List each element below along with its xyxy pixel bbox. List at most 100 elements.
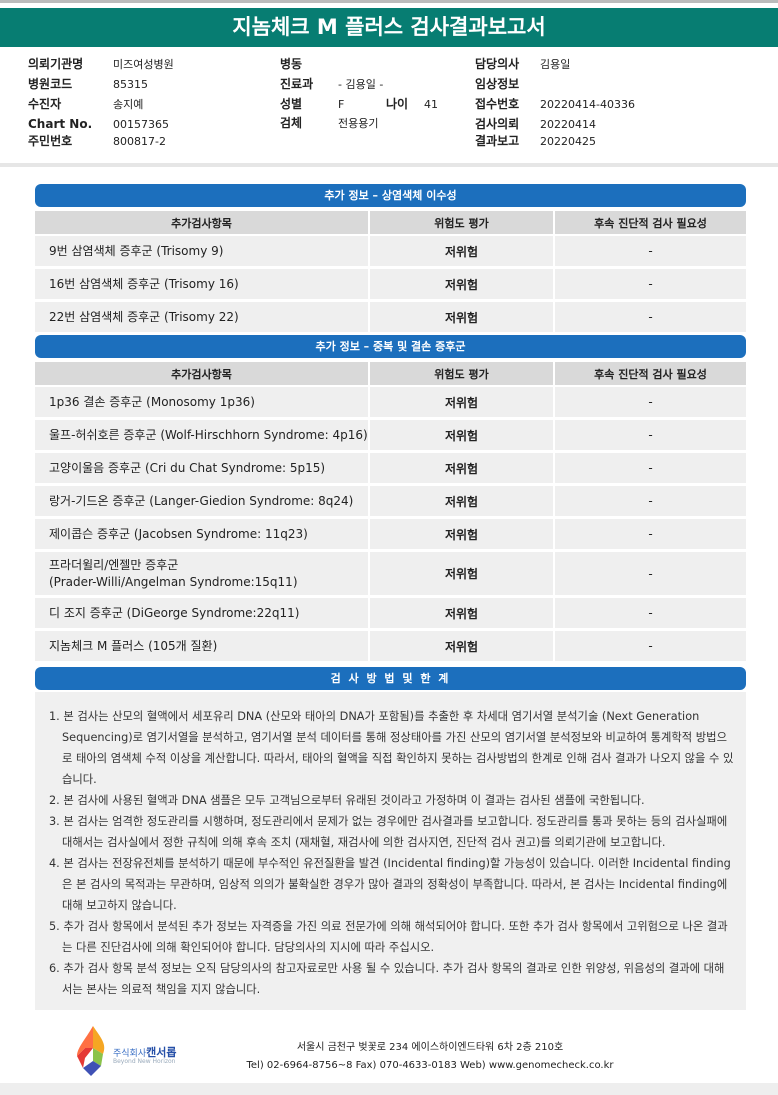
info-label: 병동: [280, 57, 303, 71]
info-value: 김용일: [540, 58, 571, 71]
bottom-bar: [0, 1083, 778, 1095]
column-header-item: 추가검사항목: [35, 211, 368, 234]
cell-item: 9번 삼염색체 증후군 (Trisomy 9): [35, 236, 368, 266]
info-label: 주민번호: [28, 134, 73, 148]
table-row: 프라더윌리/엔젤만 증후군 (Prader-Willi/Angelman Syn…: [35, 552, 746, 595]
info-value: 85315: [113, 78, 148, 91]
cell-followup: -: [555, 236, 746, 266]
info-label: 수진자: [28, 97, 62, 111]
info-label: 담당의사: [475, 57, 520, 71]
company-address: 서울시 금천구 벚꽃로 234 에이스하이엔드타워 6차 2층 210호: [296, 1042, 564, 1053]
info-field: 수진자 송지예: [28, 95, 143, 114]
info-label: 임상정보: [475, 77, 520, 91]
cell-risk: 저위험: [370, 552, 553, 595]
column-header-risk: 위험도 평가: [370, 211, 553, 234]
cell-item: 프라더윌리/엔젤만 증후군 (Prader-Willi/Angelman Syn…: [35, 552, 368, 595]
section-deletion-header: 추가 정보 – 중복 및 결손 증후군: [35, 335, 746, 358]
table-row: 16번 삼염색체 증후군 (Trisomy 16) 저위험 -: [35, 269, 746, 299]
method-item: 6. 추가 검사 항목 분석 정보는 오직 담당의사의 참고자료로만 사용 될 …: [49, 962, 725, 996]
methods-text: 1. 본 검사는 산모의 혈액에서 세포유리 DNA (산모와 태아의 DNA가…: [35, 692, 746, 1010]
company-name: 주식회사캔서롭: [113, 1044, 177, 1060]
section-methods-header: 검 사 방 법 및 한 계: [35, 667, 746, 690]
info-label: 결과보고: [475, 134, 520, 148]
column-header-followup: 후속 진단적 검사 필요성: [555, 211, 746, 234]
cell-followup: -: [555, 453, 746, 483]
table-header: 추가검사항목 위험도 평가 후속 진단적 검사 필요성: [35, 362, 746, 385]
info-field: 접수번호 20220414-40336: [475, 95, 635, 114]
cell-item: 22번 삼염색체 증후군 (Trisomy 22): [35, 302, 368, 332]
info-label: 검사의뢰: [475, 117, 520, 131]
method-item: 3. 본 검사는 엄격한 정도관리를 시행하며, 정도관리에서 문제가 없는 경…: [49, 815, 728, 849]
cell-risk: 저위험: [370, 486, 553, 516]
report-title: 지놈체크 M 플러스 검사결과보고서: [0, 8, 778, 47]
info-value: 전용용기: [338, 117, 379, 130]
info-field: 나이 41: [386, 95, 438, 114]
table-row: 디 조지 증후군 (DiGeorge Syndrome:22q11) 저위험 -: [35, 598, 746, 628]
info-label: 의뢰기관명: [28, 57, 84, 71]
info-field: 담당의사 김용일: [475, 55, 570, 74]
info-label: 병원코드: [28, 77, 73, 91]
cell-risk: 저위험: [370, 269, 553, 299]
info-field: 주민번호 800817-2: [28, 132, 166, 151]
cell-item: 울프-허쉬호른 증후군 (Wolf-Hirschhorn Syndrome: 4…: [35, 420, 368, 450]
cell-followup: -: [555, 420, 746, 450]
cell-risk: 저위험: [370, 420, 553, 450]
info-field: 의뢰기관명 미즈여성병원: [28, 55, 174, 74]
method-item: 5. 추가 검사 항목에서 분석된 추가 정보는 자격증을 가진 의료 전문가에…: [49, 920, 728, 954]
cell-item: 제이콥슨 증후군 (Jacobsen Syndrome: 11q23): [35, 519, 368, 549]
info-field: 검사의뢰 20220414: [475, 115, 596, 134]
table-row: 지놈체크 M 플러스 (105개 질환) 저위험 -: [35, 631, 746, 661]
separator: [0, 163, 778, 167]
info-value: 41: [424, 98, 438, 111]
cell-risk: 저위험: [370, 453, 553, 483]
info-field: Chart No. 00157365: [28, 115, 169, 134]
info-value: 20220425: [540, 135, 596, 148]
table-row: 제이콥슨 증후군 (Jacobsen Syndrome: 11q23) 저위험 -: [35, 519, 746, 549]
info-label: 검체: [280, 116, 303, 130]
table-row: 1p36 결손 증후군 (Monosomy 1p36) 저위험 -: [35, 387, 746, 417]
cell-item: 고양이울음 증후군 (Cri du Chat Syndrome: 5p15): [35, 453, 368, 483]
info-value: 00157365: [113, 118, 169, 131]
table-row: 랑거-기드온 증후군 (Langer-Giedion Syndrome: 8q2…: [35, 486, 746, 516]
info-field: 진료과 - 김용일 -: [280, 75, 383, 94]
column-header-followup: 후속 진단적 검사 필요성: [555, 362, 746, 385]
method-item: 2. 본 검사에 사용된 혈액과 DNA 샘플은 모두 고객님으로부터 유래된 …: [49, 794, 645, 807]
cell-followup: -: [555, 552, 746, 595]
table-row: 울프-허쉬호른 증후군 (Wolf-Hirschhorn Syndrome: 4…: [35, 420, 746, 450]
info-value: 800817-2: [113, 135, 166, 148]
cell-risk: 저위험: [370, 302, 553, 332]
info-field: 결과보고 20220425: [475, 132, 596, 151]
info-field: 임상정보: [475, 75, 540, 94]
cell-item: 랑거-기드온 증후군 (Langer-Giedion Syndrome: 8q2…: [35, 486, 368, 516]
cell-followup: -: [555, 598, 746, 628]
method-item: 4. 본 검사는 전장유전체를 분석하기 때문에 부수적인 유전질환을 발견 (…: [49, 857, 731, 912]
info-label: 접수번호: [475, 97, 520, 111]
column-header-risk: 위험도 평가: [370, 362, 553, 385]
cell-followup: -: [555, 302, 746, 332]
cell-followup: -: [555, 387, 746, 417]
company-slogan: Beyond New Horizon: [113, 1058, 176, 1065]
table-row: 9번 삼염색체 증후군 (Trisomy 9) 저위험 -: [35, 236, 746, 266]
cell-item: 지놈체크 M 플러스 (105개 질환): [35, 631, 368, 661]
cell-risk: 저위험: [370, 236, 553, 266]
table-header: 추가검사항목 위험도 평가 후속 진단적 검사 필요성: [35, 211, 746, 234]
cell-risk: 저위험: [370, 631, 553, 661]
info-field: 검체 전용용기: [280, 114, 378, 133]
cell-followup: -: [555, 269, 746, 299]
table-row: 22번 삼염색체 증후군 (Trisomy 22) 저위험 -: [35, 302, 746, 332]
info-label: 성별: [280, 97, 303, 111]
cell-risk: 저위험: [370, 598, 553, 628]
cell-risk: 저위험: [370, 519, 553, 549]
info-value: 미즈여성병원: [113, 58, 174, 71]
info-field: 성별 F: [280, 95, 344, 114]
company-logo-icon: [77, 1026, 105, 1076]
cell-followup: -: [555, 519, 746, 549]
info-label: 나이: [386, 97, 409, 111]
cell-risk: 저위험: [370, 387, 553, 417]
cell-followup: -: [555, 631, 746, 661]
company-prefix: 주식회사: [113, 1049, 147, 1059]
section-aneuploidy-header: 추가 정보 – 상염색체 이수성: [35, 184, 746, 207]
info-label: 진료과: [280, 77, 314, 91]
company-contact: Tel) 02-6964-8756~8 Fax) 070-4633-0183 W…: [246, 1060, 614, 1071]
cell-item: 디 조지 증후군 (DiGeorge Syndrome:22q11): [35, 598, 368, 628]
